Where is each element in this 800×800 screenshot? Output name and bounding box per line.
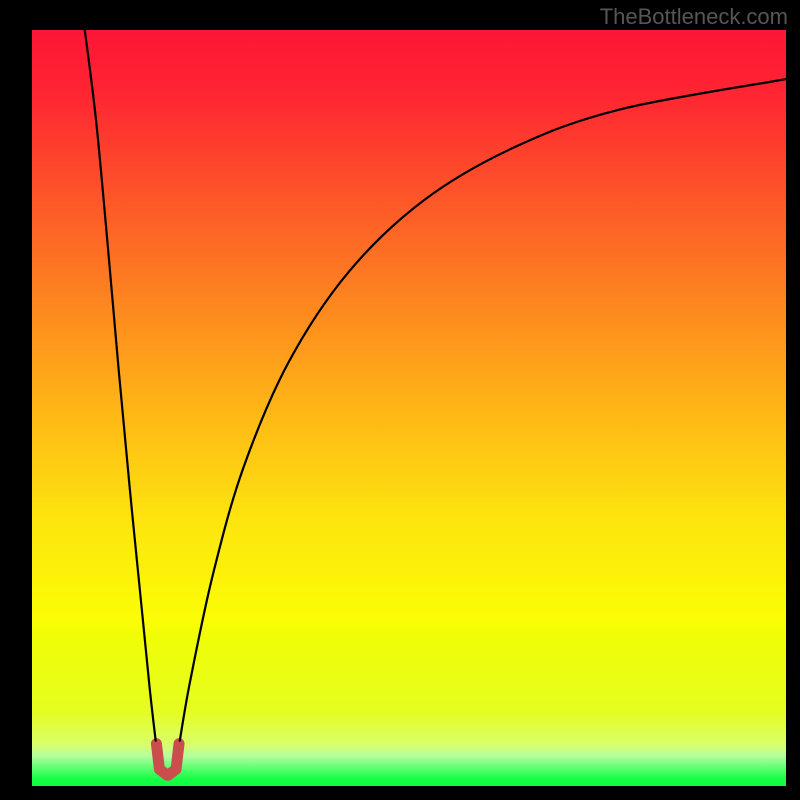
- chart-container: TheBottleneck.com: [0, 0, 800, 800]
- chart-svg: [32, 30, 786, 786]
- plot-area: [32, 30, 786, 786]
- gradient-background: [32, 30, 786, 786]
- source-watermark: TheBottleneck.com: [600, 4, 788, 30]
